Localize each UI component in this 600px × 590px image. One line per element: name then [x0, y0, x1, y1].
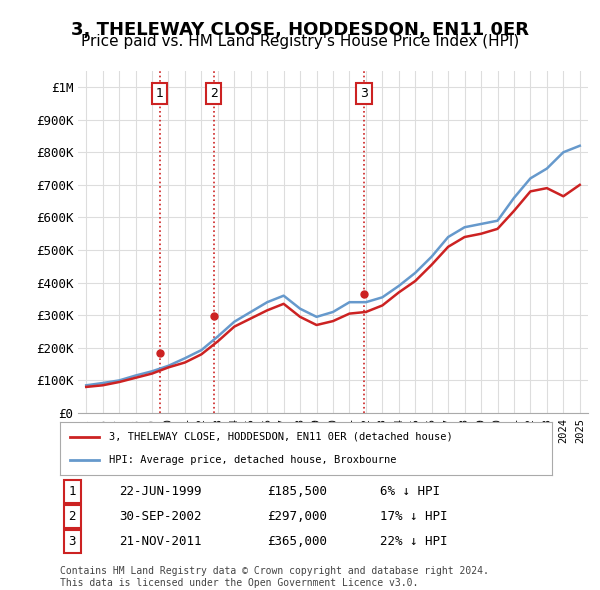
Text: 3: 3	[68, 535, 76, 548]
Text: 1: 1	[68, 484, 76, 498]
Text: 22-JUN-1999: 22-JUN-1999	[119, 484, 202, 498]
Text: 3, THELEWAY CLOSE, HODDESDON, EN11 0ER (detached house): 3, THELEWAY CLOSE, HODDESDON, EN11 0ER (…	[109, 432, 453, 442]
Text: £297,000: £297,000	[266, 510, 326, 523]
Text: 2: 2	[210, 87, 218, 100]
Text: 21-NOV-2011: 21-NOV-2011	[119, 535, 202, 548]
Text: 3: 3	[360, 87, 368, 100]
Text: 30-SEP-2002: 30-SEP-2002	[119, 510, 202, 523]
Text: 6% ↓ HPI: 6% ↓ HPI	[380, 484, 440, 498]
Text: Contains HM Land Registry data © Crown copyright and database right 2024.
This d: Contains HM Land Registry data © Crown c…	[60, 566, 489, 588]
Text: 3, THELEWAY CLOSE, HODDESDON, EN11 0ER: 3, THELEWAY CLOSE, HODDESDON, EN11 0ER	[71, 21, 529, 39]
Text: 22% ↓ HPI: 22% ↓ HPI	[380, 535, 448, 548]
Text: Price paid vs. HM Land Registry's House Price Index (HPI): Price paid vs. HM Land Registry's House …	[81, 34, 519, 49]
Text: 17% ↓ HPI: 17% ↓ HPI	[380, 510, 448, 523]
Text: £185,500: £185,500	[266, 484, 326, 498]
Text: HPI: Average price, detached house, Broxbourne: HPI: Average price, detached house, Brox…	[109, 455, 397, 465]
Text: £365,000: £365,000	[266, 535, 326, 548]
Text: 1: 1	[156, 87, 164, 100]
Text: 2: 2	[68, 510, 76, 523]
